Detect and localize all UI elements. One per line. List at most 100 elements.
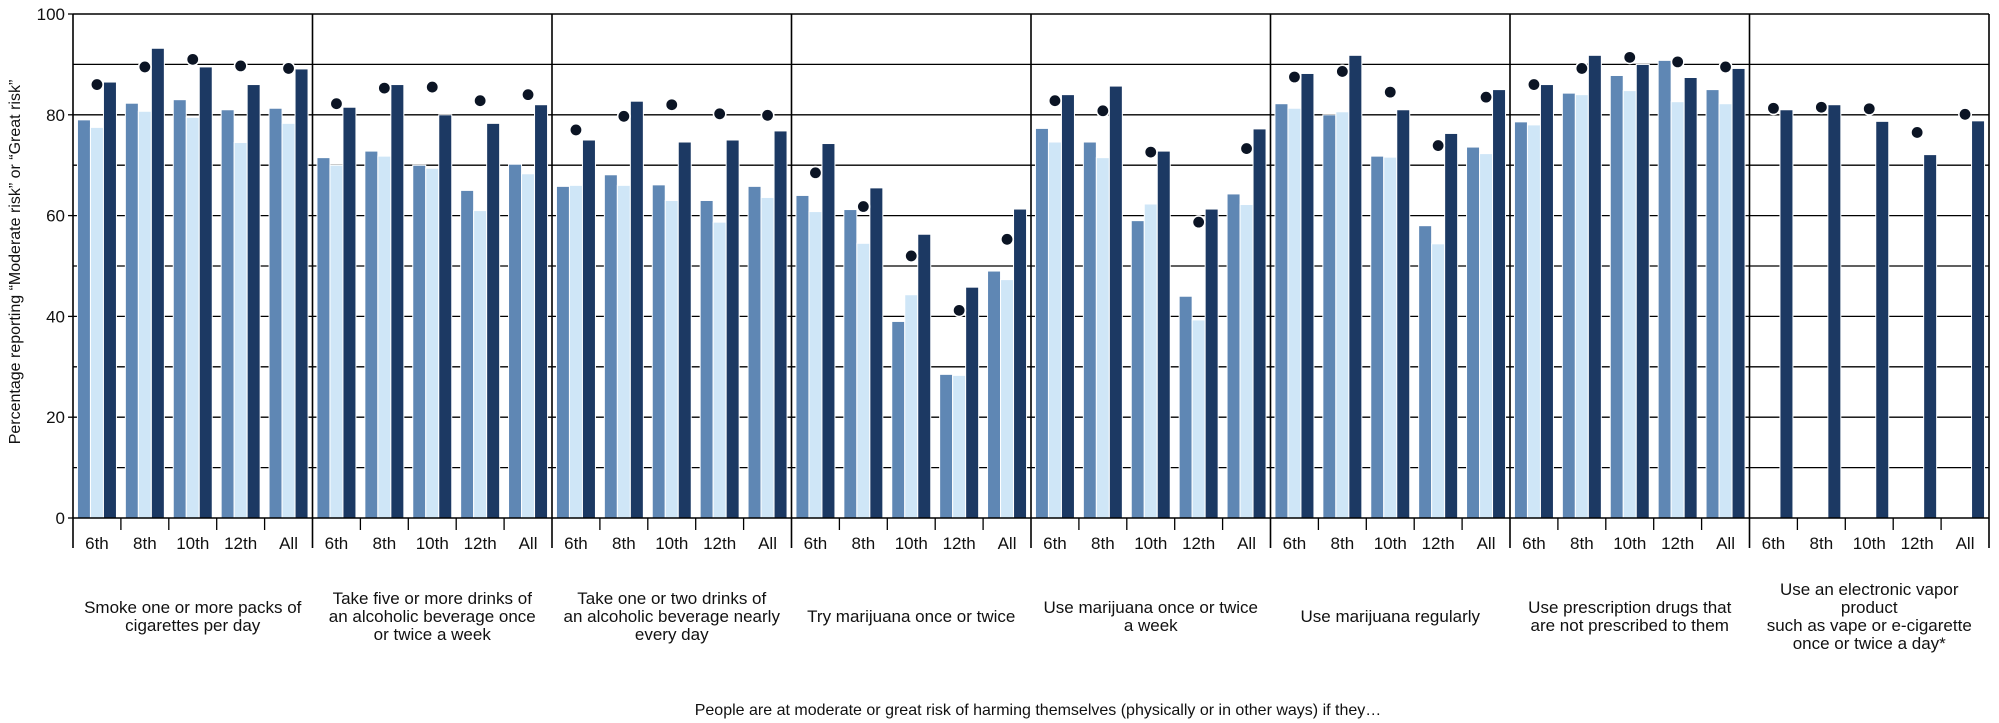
bar: [534, 104, 549, 519]
x-tick-label: 8th: [852, 534, 876, 553]
comparison-dot: [89, 77, 104, 92]
bar: [150, 47, 165, 519]
x-tick-label: 8th: [1331, 534, 1355, 553]
comparison-dot: [1239, 141, 1254, 156]
x-tick-label: 10th: [655, 534, 688, 553]
bar: [581, 139, 596, 519]
bar: [1705, 89, 1720, 519]
bar: [1034, 127, 1049, 519]
bar: [808, 211, 823, 519]
bar: [1718, 103, 1733, 519]
x-tick-label: All: [998, 534, 1017, 553]
axis-labels: 0 20 40 60 80 100 6th 8th 10th 12th All Smoke one o…: [37, 5, 1975, 653]
bar: [438, 114, 453, 519]
comparison-dot: [329, 96, 344, 111]
bar: [294, 68, 309, 519]
bar: [1574, 94, 1589, 519]
bar: [568, 184, 583, 519]
bar: [555, 185, 570, 519]
comparison-dots: [89, 50, 1973, 318]
bar: [246, 84, 261, 519]
bar: [220, 109, 235, 519]
y-tick-label: 80: [46, 106, 65, 125]
x-tick-label: 6th: [1283, 534, 1307, 553]
bar: [917, 233, 932, 519]
bar: [1444, 132, 1459, 519]
comparison-dot: [1574, 61, 1589, 76]
plot-frame: [68, 13, 1990, 548]
comparison-dot: [1191, 215, 1206, 230]
comparison-dot: [1910, 125, 1925, 140]
bar: [76, 119, 91, 519]
bar: [699, 199, 714, 519]
bar: [1396, 109, 1411, 519]
x-tick-label: 6th: [1043, 534, 1067, 553]
category-label: Take five or more drinks of an alcoholic …: [329, 589, 536, 644]
bar: [89, 126, 104, 519]
bar: [1561, 92, 1576, 519]
comparison-dot: [808, 165, 823, 180]
bar: [1322, 114, 1337, 519]
y-tick-label: 40: [46, 307, 65, 326]
comparison-dot: [425, 80, 440, 95]
x-tick-label: 6th: [1522, 534, 1546, 553]
x-tick-label: 12th: [703, 534, 736, 553]
bar: [1370, 155, 1385, 519]
x-tick-label: 6th: [1762, 534, 1786, 553]
bar: [198, 66, 213, 519]
comparison-dot: [952, 303, 967, 318]
x-tick-label: 10th: [416, 534, 449, 553]
comparison-dot: [568, 122, 583, 137]
bar: [1191, 319, 1206, 519]
bar: [268, 107, 283, 519]
x-tick-label: 8th: [133, 534, 157, 553]
category-label: Use marijuana regularly: [1300, 607, 1480, 626]
comparison-dot: [1862, 101, 1877, 116]
comparison-dot: [1095, 103, 1110, 118]
bar: [1335, 111, 1350, 519]
bar: [1513, 121, 1528, 519]
bar: [486, 122, 501, 519]
comparison-dot: [616, 109, 631, 124]
bar: [1587, 54, 1602, 519]
bar: [1300, 72, 1315, 519]
bar: [124, 102, 139, 519]
x-tick-label: 12th: [1661, 534, 1694, 553]
x-tick-label: 12th: [1901, 534, 1934, 553]
bar: [1348, 54, 1363, 519]
bar: [1971, 120, 1986, 519]
x-tick-label: 10th: [1613, 534, 1646, 553]
bar: [891, 320, 906, 519]
x-tick-label: 10th: [895, 534, 928, 553]
x-tick-label: 10th: [1853, 534, 1886, 553]
bar: [1923, 154, 1938, 519]
comparison-dot: [521, 87, 536, 102]
category-label: Use marijuana once or twice a week: [1044, 598, 1258, 635]
bar: [1178, 295, 1193, 519]
bar: [1274, 103, 1289, 519]
bar: [102, 81, 117, 519]
comparison-dot: [1958, 107, 1973, 122]
bar: [664, 199, 679, 519]
comparison-dot: [712, 106, 727, 121]
bar: [1418, 225, 1433, 519]
x-tick-label: 12th: [1422, 534, 1455, 553]
y-tick-label: 20: [46, 408, 65, 427]
comparison-dot: [1766, 101, 1781, 116]
bar: [1479, 153, 1494, 519]
x-tick-label: 8th: [612, 534, 636, 553]
x-tick-label: 6th: [564, 534, 588, 553]
bar: [508, 163, 523, 519]
bar: [1827, 104, 1842, 519]
x-tick-label: 8th: [1810, 534, 1834, 553]
comparison-dot: [1526, 77, 1541, 92]
bar: [843, 209, 858, 519]
bar: [1466, 146, 1481, 519]
x-tick-label: 12th: [1182, 534, 1215, 553]
bar: [965, 286, 980, 519]
bar: [1060, 94, 1075, 519]
bar: [137, 110, 152, 519]
comparison-dot: [473, 93, 488, 108]
x-tick-label: All: [1477, 534, 1496, 553]
bar: [1683, 77, 1698, 519]
